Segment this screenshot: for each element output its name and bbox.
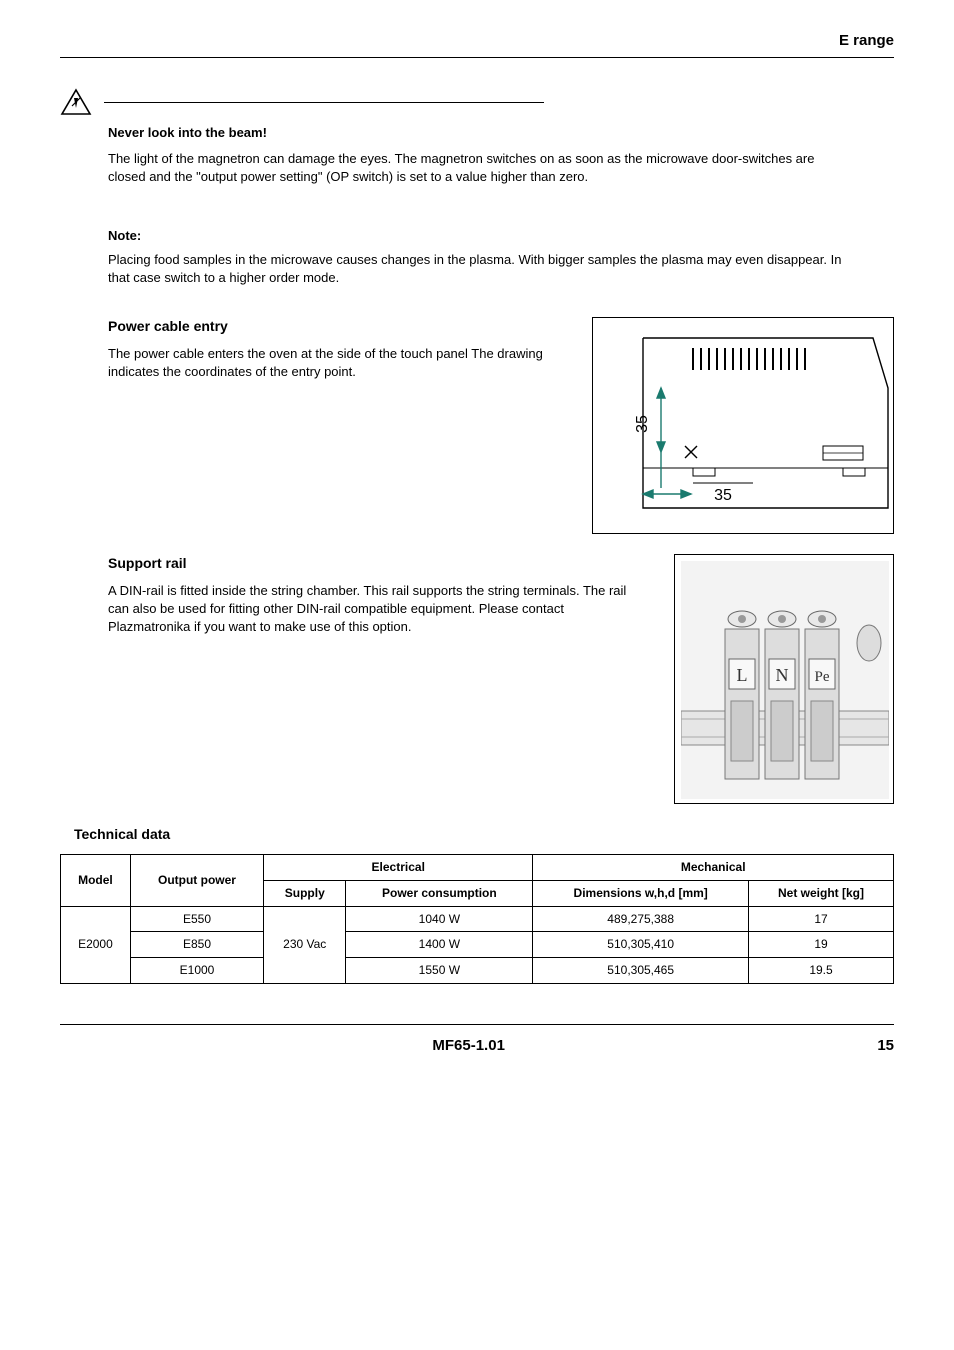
col-power: Output power	[130, 855, 263, 907]
note-block: Note: Placing food samples in the microw…	[108, 227, 848, 288]
page-header: E range	[60, 30, 894, 58]
rail-section: Support rail A DIN-rail is fitted inside…	[108, 554, 894, 804]
rail-body: A DIN-rail is fitted inside the string c…	[108, 582, 644, 637]
note-title: Note:	[108, 227, 848, 245]
cell-weight: 17	[748, 906, 893, 932]
cell-power: E550	[130, 906, 263, 932]
cell-model: E2000	[61, 906, 131, 983]
cable-title: Power cable entry	[108, 317, 562, 337]
rail-terminals-diagram: L N	[681, 561, 889, 799]
cable-section: Power cable entry The power cable enters…	[108, 317, 894, 534]
cell-cons: 1550 W	[346, 958, 533, 984]
rail-title: Support rail	[108, 554, 644, 574]
table-row: Model Output power Electrical Mechanical	[61, 855, 894, 881]
cell-power: E850	[130, 932, 263, 958]
page-footer: MF65-1.01 15	[60, 1024, 894, 1056]
cable-figure: 35 35	[592, 317, 894, 534]
svg-text:L: L	[737, 665, 748, 685]
cable-body: The power cable enters the oven at the s…	[108, 345, 562, 381]
header-range: E range	[839, 32, 894, 49]
cell-weight: 19	[748, 932, 893, 958]
col-cons: Power consumption	[346, 880, 533, 906]
table-row: E850 1400 W 510,305,410 19	[61, 932, 894, 958]
cell-weight: 19.5	[748, 958, 893, 984]
cell-supply: 230 Vac	[264, 906, 346, 983]
cell-dim: 510,305,410	[533, 932, 749, 958]
warning-rule	[104, 102, 544, 103]
svg-text:Pe: Pe	[815, 669, 830, 685]
hazard-icon	[60, 88, 92, 116]
svg-text:N: N	[776, 665, 789, 685]
rail-figure: L N	[674, 554, 894, 804]
warning-title: Never look into the beam!	[108, 124, 894, 142]
warning-body: The light of the magnetron can damage th…	[108, 150, 848, 186]
col-el-header: Electrical	[264, 855, 533, 881]
col-dim: Dimensions w,h,d [mm]	[533, 880, 749, 906]
footer-page: 15	[877, 1035, 894, 1056]
col-dim-header: Mechanical	[533, 855, 894, 881]
cell-cons: 1040 W	[346, 906, 533, 932]
col-supply: Supply	[264, 880, 346, 906]
cell-cons: 1400 W	[346, 932, 533, 958]
table-row: E1000 1550 W 510,305,465 19.5	[61, 958, 894, 984]
footer-code: MF65-1.01	[60, 1035, 877, 1056]
techdata-table: Model Output power Electrical Mechanical…	[60, 854, 894, 984]
dim-h-label: 35	[714, 487, 732, 504]
cell-power: E1000	[130, 958, 263, 984]
col-weight: Net weight [kg]	[748, 880, 893, 906]
note-body: Placing food samples in the microwave ca…	[108, 251, 848, 287]
table-row: E2000 E550 230 Vac 1040 W 489,275,388 17	[61, 906, 894, 932]
dim-v-label: 35	[634, 415, 651, 433]
cell-dim: 510,305,465	[533, 958, 749, 984]
cell-dim: 489,275,388	[533, 906, 749, 932]
cable-entry-diagram: 35 35	[593, 318, 893, 528]
col-model: Model	[61, 855, 131, 907]
warning-icon-row	[60, 88, 894, 116]
techdata-title: Technical data	[74, 825, 894, 845]
